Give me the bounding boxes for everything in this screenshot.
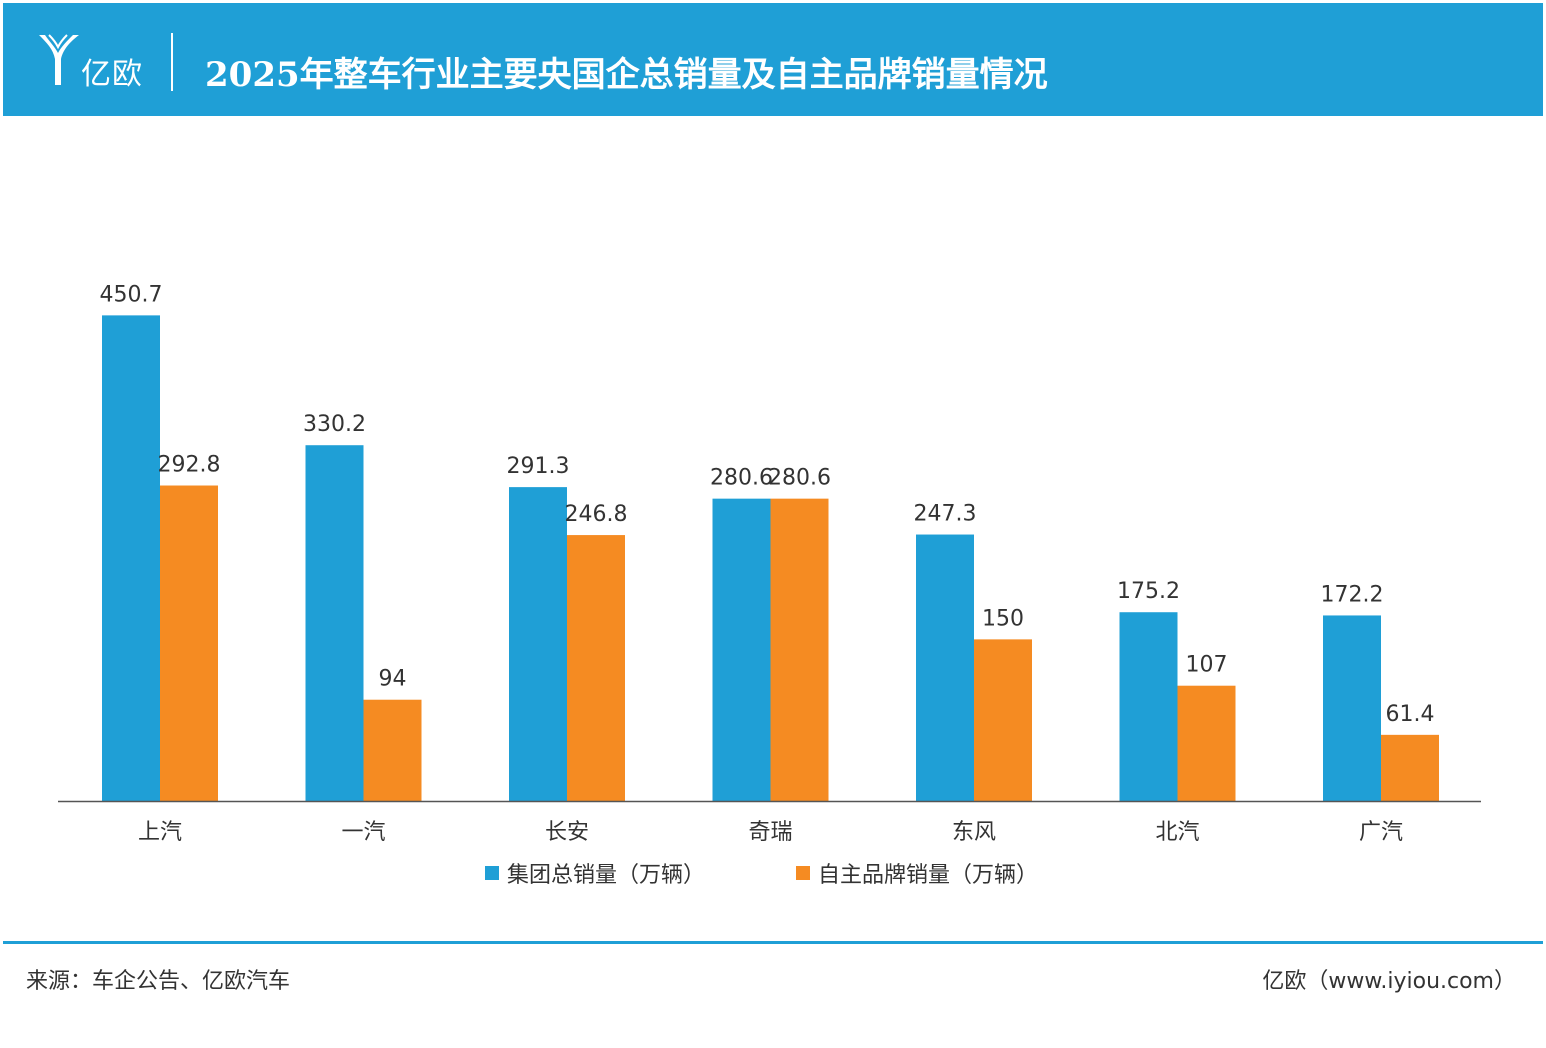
bar-own-brand-5	[1177, 685, 1236, 801]
data-label-total-5: 175.2	[1117, 579, 1180, 604]
data-label-total-3: 280.6	[710, 466, 773, 491]
data-label-total-2: 291.3	[507, 454, 570, 479]
legend-swatch	[796, 866, 810, 880]
legend-label: 自主品牌销量（万辆）	[818, 863, 1039, 888]
x-tick-label-1: 一汽	[341, 820, 385, 845]
bar-own-brand-3	[770, 498, 829, 801]
page-title: 2025年整车行业主要央国企总销量及自主品牌销量情况	[205, 55, 1048, 95]
legend: 集团总销量（万辆） 自主品牌销量（万辆）	[0, 856, 1546, 890]
legend-item-own-brand: 自主品牌销量（万辆）	[796, 856, 1038, 890]
bar-total-1	[305, 445, 364, 801]
bar-total-3	[712, 498, 771, 801]
data-label-total-0: 450.7	[100, 282, 163, 307]
data-label-own-brand-0: 292.8	[158, 453, 221, 478]
data-label-own-brand-5: 107	[1186, 653, 1228, 678]
data-label-total-6: 172.2	[1321, 582, 1384, 607]
footer-divider	[3, 941, 1543, 944]
data-label-own-brand-1: 94	[379, 667, 407, 692]
bar-own-brand-6	[1381, 734, 1439, 801]
logo-text: 亿欧	[81, 57, 143, 92]
data-label-total-1: 330.2	[303, 412, 366, 437]
header-banner: 亿欧 2025年整车行业主要央国企总销量及自主品牌销量情况	[3, 3, 1543, 116]
source-note: 来源：车企公告、亿欧汽车	[26, 969, 291, 994]
bar-total-2	[509, 487, 567, 801]
legend-swatch	[485, 866, 499, 880]
data-label-own-brand-6: 61.4	[1386, 702, 1435, 727]
bar-total-4	[916, 534, 974, 801]
header-divider	[171, 33, 173, 91]
yiou-logo-icon	[39, 34, 79, 85]
data-label-own-brand-4: 150	[982, 606, 1024, 631]
bar-own-brand-0	[160, 485, 218, 801]
site-credit: 亿欧（www.iyiou.com）	[1262, 969, 1516, 994]
bar-own-brand-4	[974, 639, 1032, 801]
bar-total-0	[102, 315, 160, 801]
data-label-total-4: 247.3	[914, 502, 977, 527]
x-tick-label-3: 奇瑞	[748, 820, 792, 845]
x-tick-label-6: 广汽	[1359, 820, 1403, 845]
x-tick-label-0: 上汽	[138, 820, 182, 845]
x-tick-label-5: 北汽	[1155, 820, 1199, 845]
data-label-own-brand-3: 280.6	[768, 466, 831, 491]
bar-own-brand-2	[567, 535, 625, 801]
x-tick-label-4: 东风	[952, 820, 996, 845]
legend-label: 集团总销量（万辆）	[507, 863, 706, 888]
legend-item-total: 集团总销量（万辆）	[485, 856, 705, 890]
bar-total-5	[1119, 612, 1178, 801]
data-label-own-brand-2: 246.8	[565, 502, 628, 527]
bar-own-brand-1	[363, 699, 422, 801]
bar-chart: 450.7 292.8 上汽 330.2 94 一汽 291.3 246.8 长安 280.628…	[58, 282, 1481, 845]
bar-total-6	[1323, 615, 1381, 801]
x-tick-label-2: 长安	[545, 820, 589, 845]
